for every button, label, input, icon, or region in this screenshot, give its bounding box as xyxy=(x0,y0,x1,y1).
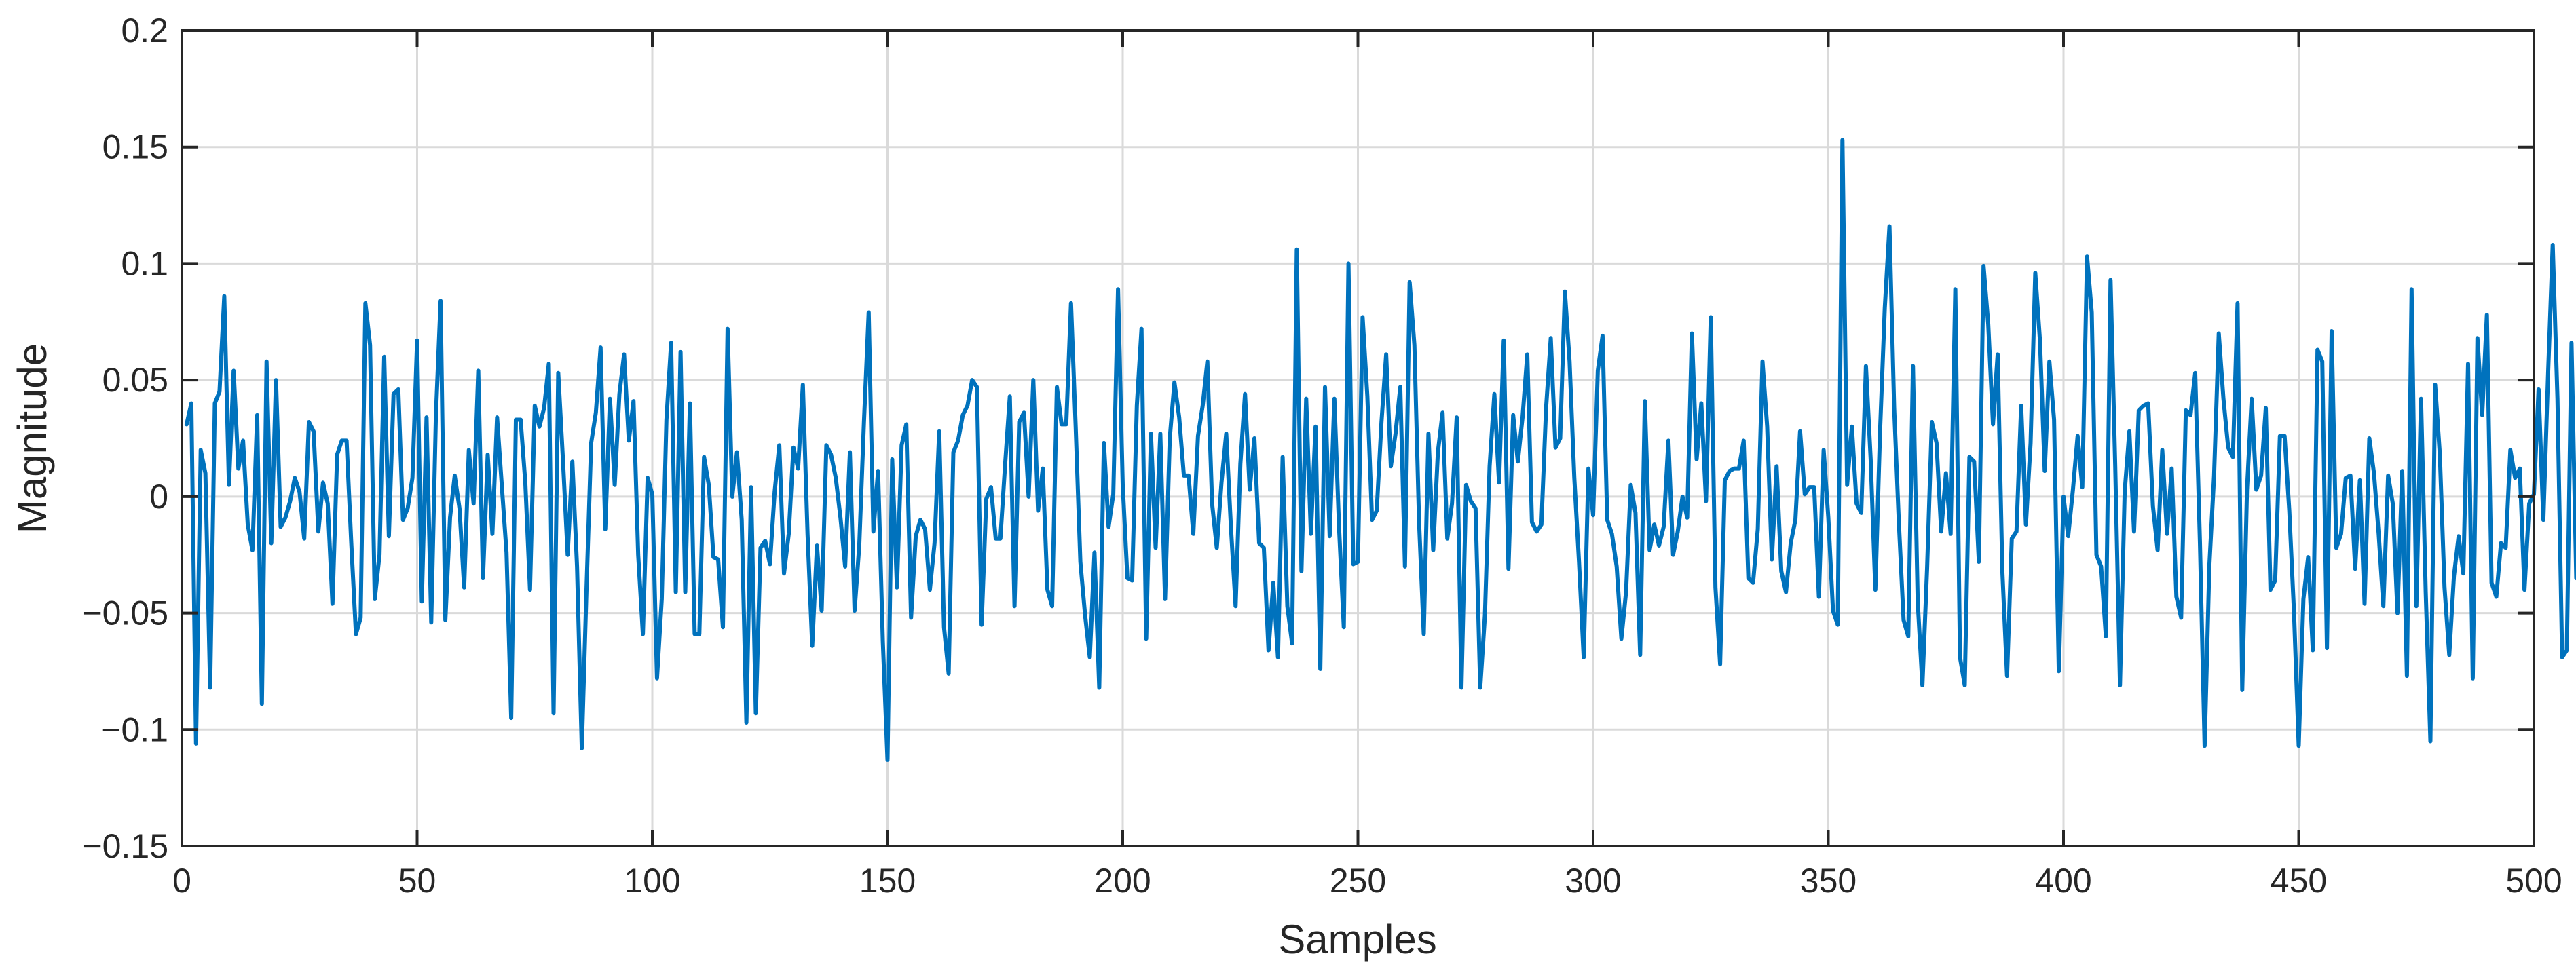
x-tick-label: 500 xyxy=(2505,862,2562,900)
x-tick-label: 400 xyxy=(2035,862,2091,900)
series-line xyxy=(184,138,2576,762)
x-tick-label: 100 xyxy=(624,862,680,900)
x-tick-label: 200 xyxy=(1094,862,1151,900)
y-tick-label: 0 xyxy=(149,478,168,516)
x-tick-label: 250 xyxy=(1330,862,1386,900)
x-tick-label: 450 xyxy=(2271,862,2327,900)
y-axis-label: Magnitude xyxy=(10,343,55,533)
y-tick-label: 0.2 xyxy=(121,12,168,50)
y-axis-tick-labels: −0.15 −0.1 −0.05 0 0.05 0.1 0.15 0.2 xyxy=(82,12,168,865)
x-tick-label: 350 xyxy=(1800,862,1856,900)
x-tick-label: 300 xyxy=(1565,862,1621,900)
x-tick-label: 50 xyxy=(398,862,436,900)
x-tick-label: 150 xyxy=(859,862,916,900)
y-tick-label: 0.15 xyxy=(102,128,168,166)
y-tick-label: 0.1 xyxy=(121,244,168,282)
x-axis-label: Samples xyxy=(1278,917,1436,962)
y-tick-label: −0.15 xyxy=(82,827,168,865)
tick-marks xyxy=(181,29,2535,847)
x-axis-tick-labels: 0 50 100 150 200 250 300 350 400 450 500 xyxy=(172,862,2562,900)
y-tick-label: −0.1 xyxy=(101,710,168,748)
x-tick-label: 0 xyxy=(172,862,191,900)
y-tick-label: −0.05 xyxy=(82,594,168,632)
y-tick-label: 0.05 xyxy=(102,361,168,399)
